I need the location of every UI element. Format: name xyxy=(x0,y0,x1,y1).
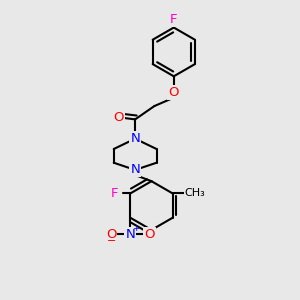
Text: F: F xyxy=(111,187,119,200)
Text: N: N xyxy=(130,132,140,145)
Text: O: O xyxy=(106,228,116,241)
Text: N: N xyxy=(125,228,135,241)
Text: O: O xyxy=(113,111,124,124)
Text: −: − xyxy=(106,236,116,246)
Text: N: N xyxy=(130,164,140,176)
Text: +: + xyxy=(132,224,140,233)
Text: F: F xyxy=(170,13,178,26)
Text: O: O xyxy=(169,86,179,99)
Text: O: O xyxy=(144,228,155,241)
Text: CH₃: CH₃ xyxy=(184,188,205,198)
